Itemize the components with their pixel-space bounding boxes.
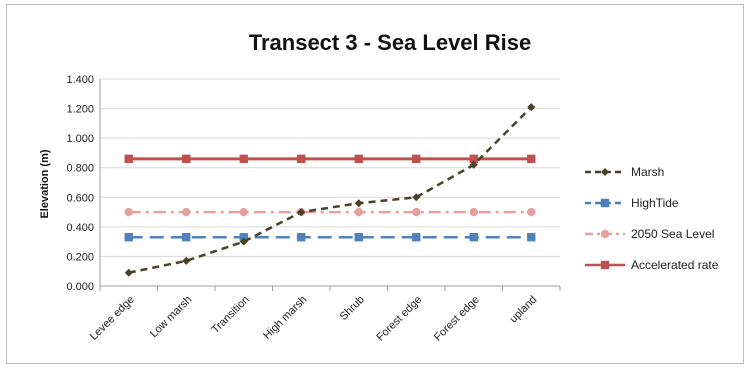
chart-frame: [6, 4, 744, 364]
legend-label: Accelerated rate: [631, 258, 719, 272]
legend-label: Marsh: [631, 165, 664, 179]
data-point: [354, 199, 363, 208]
data-point: [469, 233, 478, 242]
data-point: [239, 237, 248, 246]
data-point: [354, 154, 363, 164]
y-tick-label: 0.400: [66, 222, 94, 234]
data-point: [412, 233, 421, 242]
data-point: [124, 233, 133, 242]
legend-entry: Marsh: [585, 165, 664, 179]
x-tick-label: Levee edge: [88, 294, 137, 343]
x-tick-label: Transition: [210, 294, 252, 336]
series-group: [124, 103, 536, 277]
legend-entry: Accelerated rate: [585, 258, 719, 272]
data-point: [239, 233, 248, 242]
legend-entry: HighTide: [585, 196, 679, 210]
legend-label: HighTide: [631, 196, 679, 210]
data-point: [527, 207, 536, 217]
legend-swatch-marker: [600, 260, 610, 270]
data-point: [527, 233, 536, 242]
data-point: [239, 207, 248, 217]
y-tick-label: 1.400: [66, 74, 94, 86]
data-point: [182, 233, 191, 242]
grid-lines: [99, 78, 561, 291]
data-point: [297, 233, 306, 242]
data-point: [182, 207, 191, 217]
data-point: [124, 154, 133, 164]
y-tick-labels: 0.000 0.200 0.400 0.600 0.800 1.000 1.200 1.400: [66, 74, 94, 293]
x-tick-labels: Levee edge Low marsh Transition High marsh S…: [88, 294, 540, 344]
series-marsh: [124, 103, 536, 277]
y-tick-label: 0.800: [66, 163, 94, 175]
legend-swatch-marker: [600, 198, 610, 208]
series-line: [128, 106, 533, 274]
data-point: [182, 256, 191, 265]
series-2050-sea-level: [124, 207, 536, 217]
x-tick-label: Forest edge: [432, 294, 482, 344]
data-point: [469, 160, 478, 169]
y-tick-label: 0.200: [66, 251, 94, 263]
series-hightide: [124, 233, 536, 242]
x-tick-label: High marsh: [261, 294, 309, 342]
legend-swatch-marker: [601, 168, 609, 176]
legend-entry: 2050 Sea Level: [585, 227, 714, 241]
data-point: [124, 268, 133, 277]
y-tick-label: 0.600: [66, 192, 94, 204]
data-point: [239, 154, 248, 164]
legend: Marsh HighTide 2050 Sea Level Accelerated r…: [585, 165, 719, 272]
y-tick-label: 0.000: [66, 281, 94, 293]
data-point: [527, 103, 536, 112]
x-tick-label: Forest edge: [374, 294, 424, 344]
data-point: [412, 207, 421, 217]
legend-label: 2050 Sea Level: [631, 227, 714, 241]
data-point: [297, 154, 306, 164]
data-point: [412, 154, 421, 164]
data-point: [469, 207, 478, 217]
x-tick-label: Low marsh: [148, 294, 195, 341]
y-axis-label: Elevation (m): [39, 149, 51, 218]
data-point: [354, 233, 363, 242]
chart-title: Transect 3 - Sea Level Rise: [249, 30, 532, 55]
series-accelerated-rate: [124, 154, 536, 164]
data-point: [182, 154, 191, 164]
data-point: [124, 207, 133, 217]
data-point: [412, 193, 421, 202]
data-point: [297, 208, 306, 217]
y-tick-label: 1.000: [66, 133, 94, 145]
data-point: [354, 207, 363, 217]
y-tick-label: 1.200: [66, 104, 94, 116]
data-point: [527, 154, 536, 164]
x-tick-label: upland: [508, 294, 540, 326]
data-point: [469, 154, 478, 164]
legend-swatch-marker: [600, 229, 610, 239]
x-tick-label: Shrub: [338, 294, 367, 323]
